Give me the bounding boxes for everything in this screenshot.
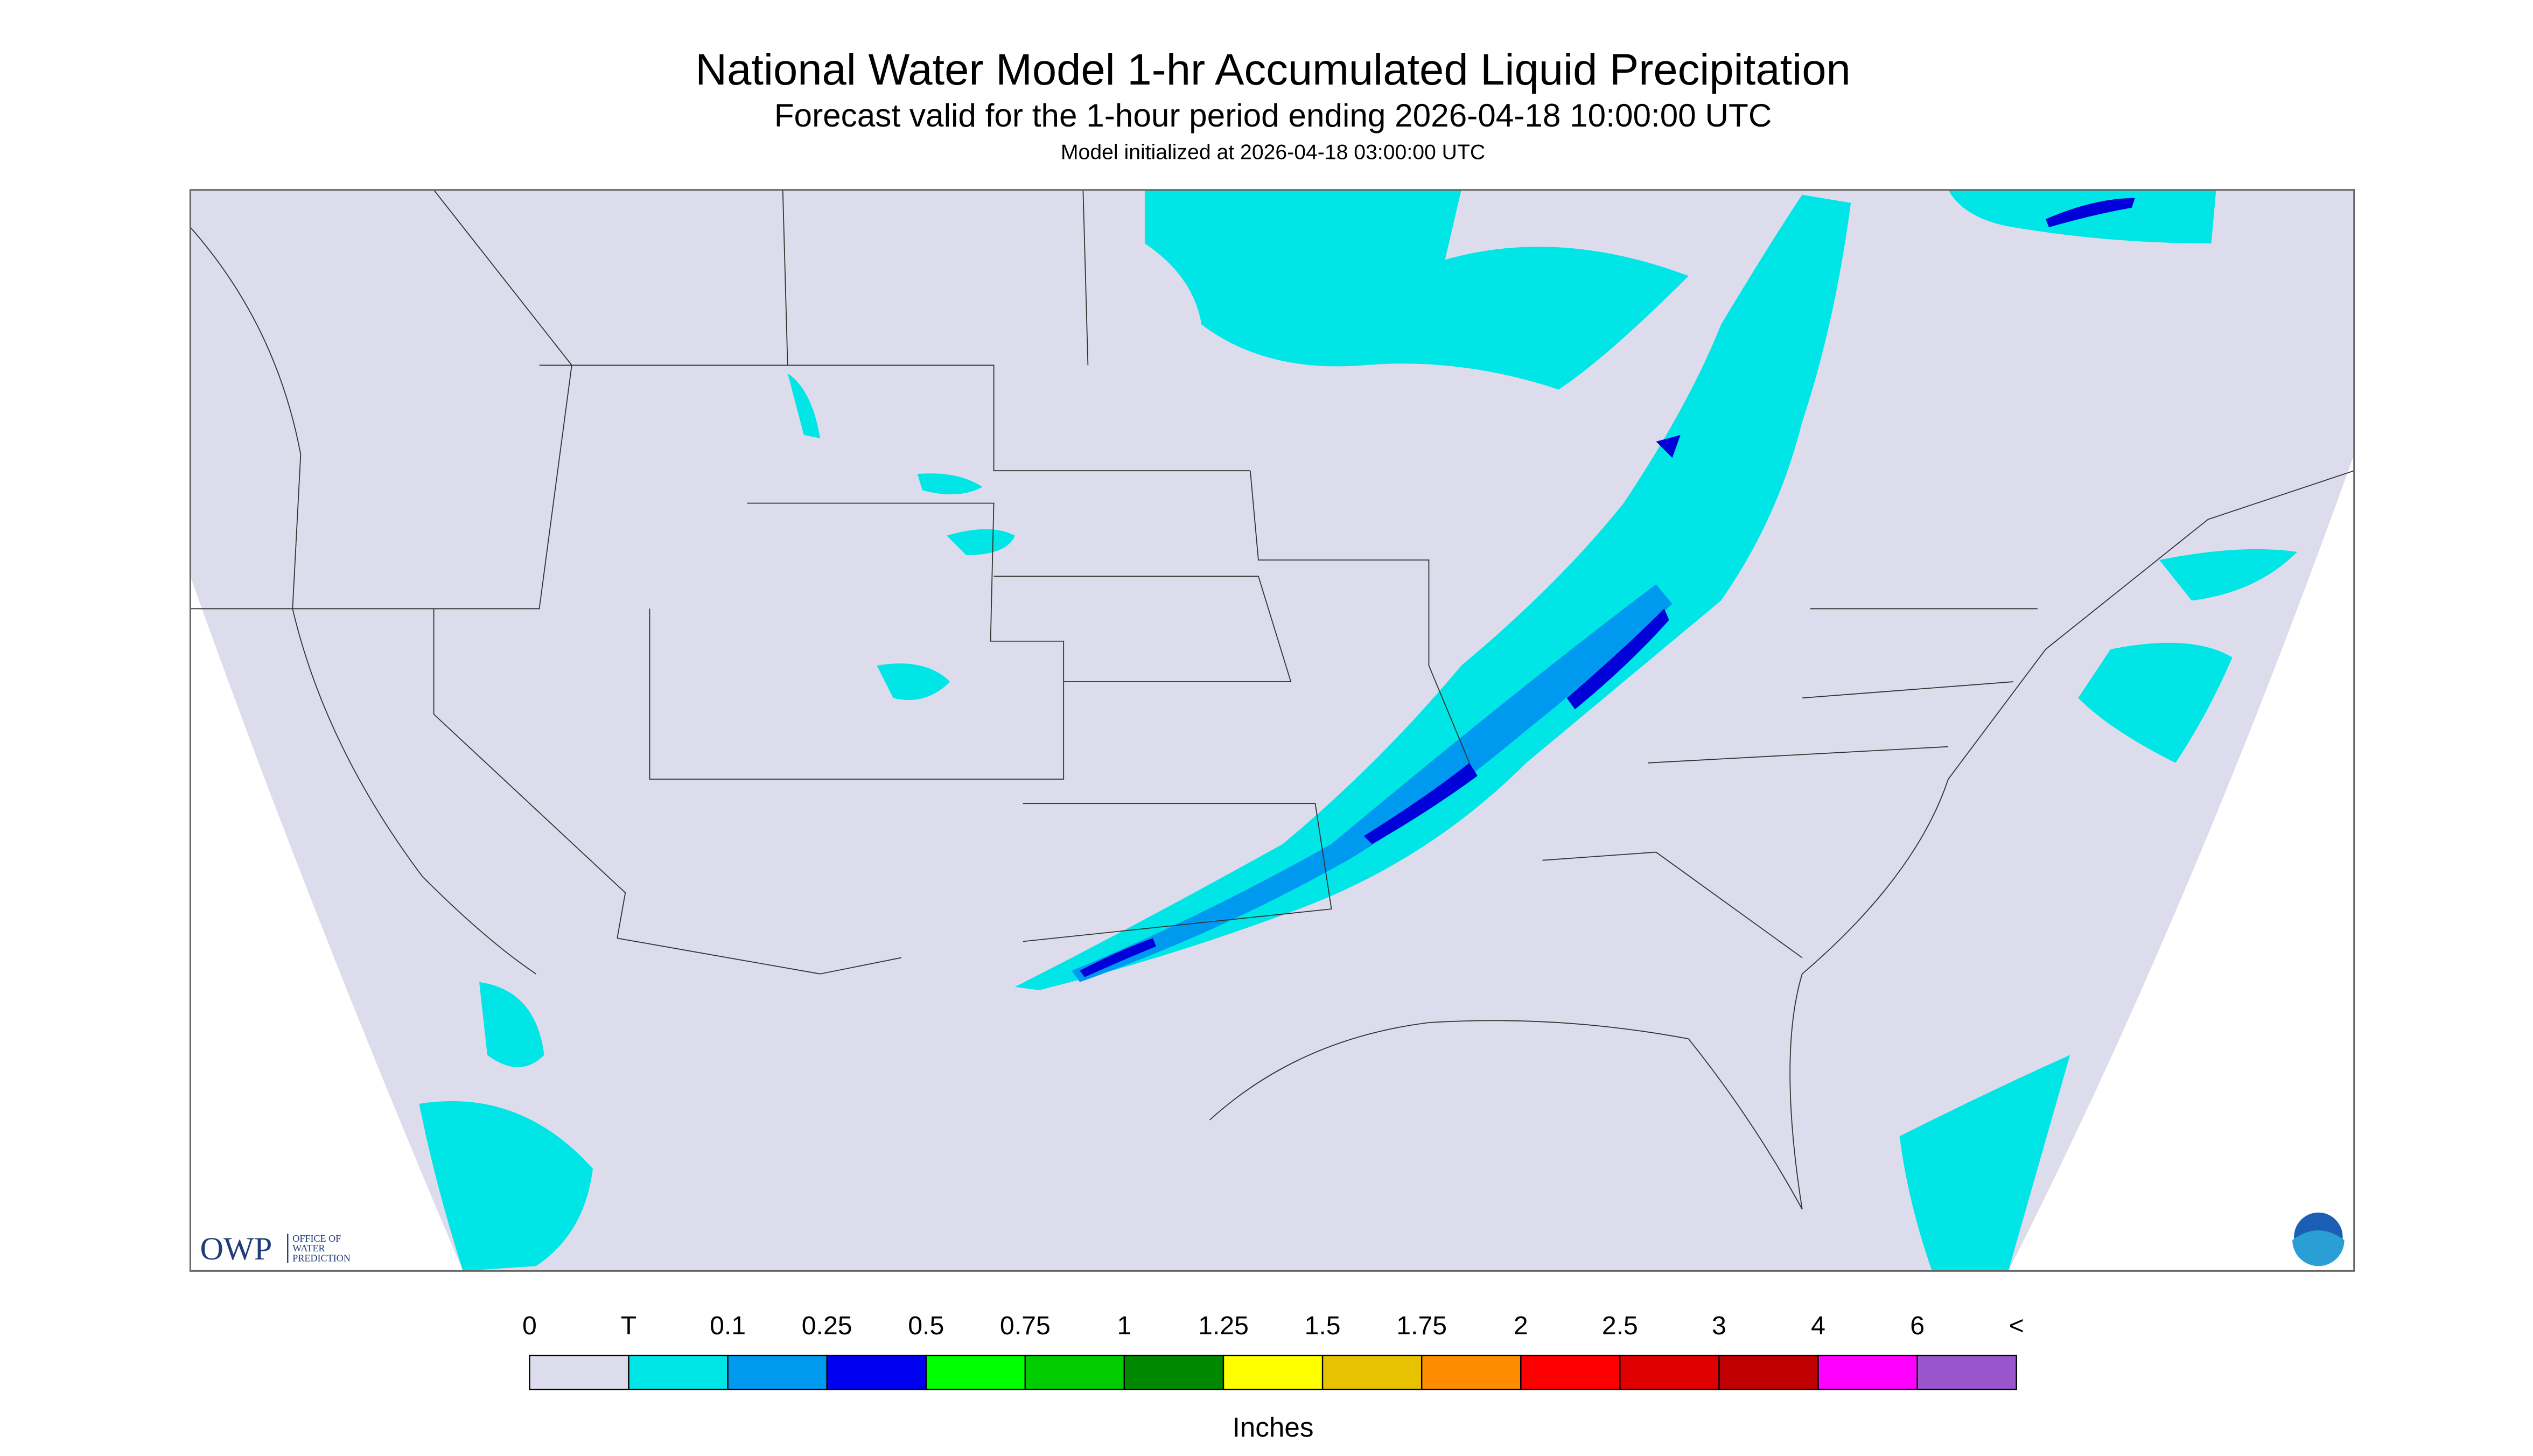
- owp-logo: OWP OFFICE OF WATER PREDICTION: [200, 1231, 350, 1267]
- logo-text: OFFICE OF: [292, 1233, 341, 1244]
- legend-swatch: [925, 1354, 1026, 1390]
- border: [190, 190, 2038, 975]
- legend-swatch: [1421, 1354, 1522, 1390]
- legend-swatch: [727, 1354, 828, 1390]
- legend-label: 0: [522, 1311, 537, 1340]
- legend-label: <: [2009, 1311, 2024, 1340]
- precip-area: [1144, 190, 1689, 390]
- precip-area: [787, 373, 1015, 700]
- legend-swatch: [1916, 1354, 2017, 1390]
- legend-swatch: [826, 1354, 927, 1390]
- domain: [190, 190, 2354, 1271]
- legend-swatch: [1222, 1354, 1324, 1390]
- legend-swatch: [628, 1354, 729, 1390]
- legend-label: 0.75: [1000, 1311, 1051, 1340]
- legend-label: 1.75: [1396, 1311, 1447, 1340]
- legend-label: 4: [1811, 1311, 1825, 1340]
- legend-label: 0.25: [802, 1311, 852, 1340]
- legend: 0 T 0.1 0.25 0.5 0.75 1 1.25 1.5 1.75 2 2.5 3 4 6 <: [522, 1311, 2024, 1390]
- legend-label: 1.25: [1198, 1311, 1249, 1340]
- legend-label: T: [621, 1311, 636, 1340]
- legend-swatch: [1619, 1354, 1720, 1390]
- noaa-logo: [2291, 1209, 2346, 1266]
- precip-area: [1014, 194, 1851, 990]
- legend-swatch: [1520, 1354, 1621, 1390]
- legend-label: 2.5: [1602, 1311, 1638, 1340]
- legend-label: 0.1: [710, 1311, 746, 1340]
- legend-label: 1: [1117, 1311, 1132, 1340]
- precip-area: [2159, 549, 2298, 601]
- logo-text: WATER: [292, 1243, 325, 1254]
- map: [189, 189, 2355, 1272]
- legend-label: 2: [1514, 1311, 1528, 1340]
- title: National Water Model 1-hr Accumulated Li…: [695, 45, 1850, 94]
- init-time: Model initialized at 2026-04-18 03:00:00…: [1061, 141, 1485, 164]
- legend-swatch: [1321, 1354, 1423, 1390]
- precip-area: [419, 1101, 593, 1271]
- legend-swatch: [1718, 1354, 1819, 1390]
- legend-swatch: [1024, 1354, 1125, 1390]
- legend-swatch: [1817, 1354, 1918, 1390]
- precip-area: [479, 982, 544, 1068]
- precip-area: [2078, 642, 2233, 763]
- legend-swatch: [1123, 1354, 1224, 1390]
- legend-label: 0.5: [908, 1311, 944, 1340]
- legend-units: Inches: [1233, 1412, 1314, 1443]
- map-frame: [189, 189, 2355, 1272]
- legend-swatch: [529, 1354, 629, 1390]
- logo-name: OWP: [200, 1231, 272, 1267]
- precip-area: [1899, 1055, 2070, 1271]
- logo-text: PREDICTION: [292, 1252, 350, 1263]
- legend-label: 6: [1910, 1311, 1925, 1340]
- legend-label: 1.5: [1305, 1311, 1341, 1340]
- coastline: [190, 227, 2354, 1210]
- precip-area: [1072, 584, 1673, 982]
- legend-label: 3: [1712, 1311, 1726, 1340]
- subtitle: Forecast valid for the 1-hour period end…: [774, 97, 1772, 134]
